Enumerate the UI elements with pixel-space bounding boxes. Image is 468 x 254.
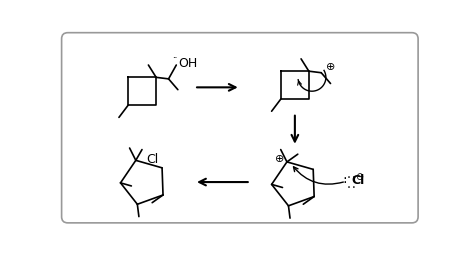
- Text: OH: OH: [178, 57, 197, 70]
- Text: ..: ..: [345, 179, 358, 189]
- Text: $\oplus$: $\oplus$: [273, 152, 284, 163]
- Text: $\ominus$: $\ominus$: [355, 170, 364, 181]
- Text: :: :: [342, 174, 349, 184]
- Text: ..: ..: [345, 170, 358, 180]
- Text: $\oplus$: $\oplus$: [325, 60, 336, 71]
- Text: Cl: Cl: [351, 173, 365, 186]
- FancyBboxPatch shape: [62, 34, 418, 223]
- Text: ⋅⋅: ⋅⋅: [172, 53, 177, 62]
- Text: Cl: Cl: [146, 153, 159, 166]
